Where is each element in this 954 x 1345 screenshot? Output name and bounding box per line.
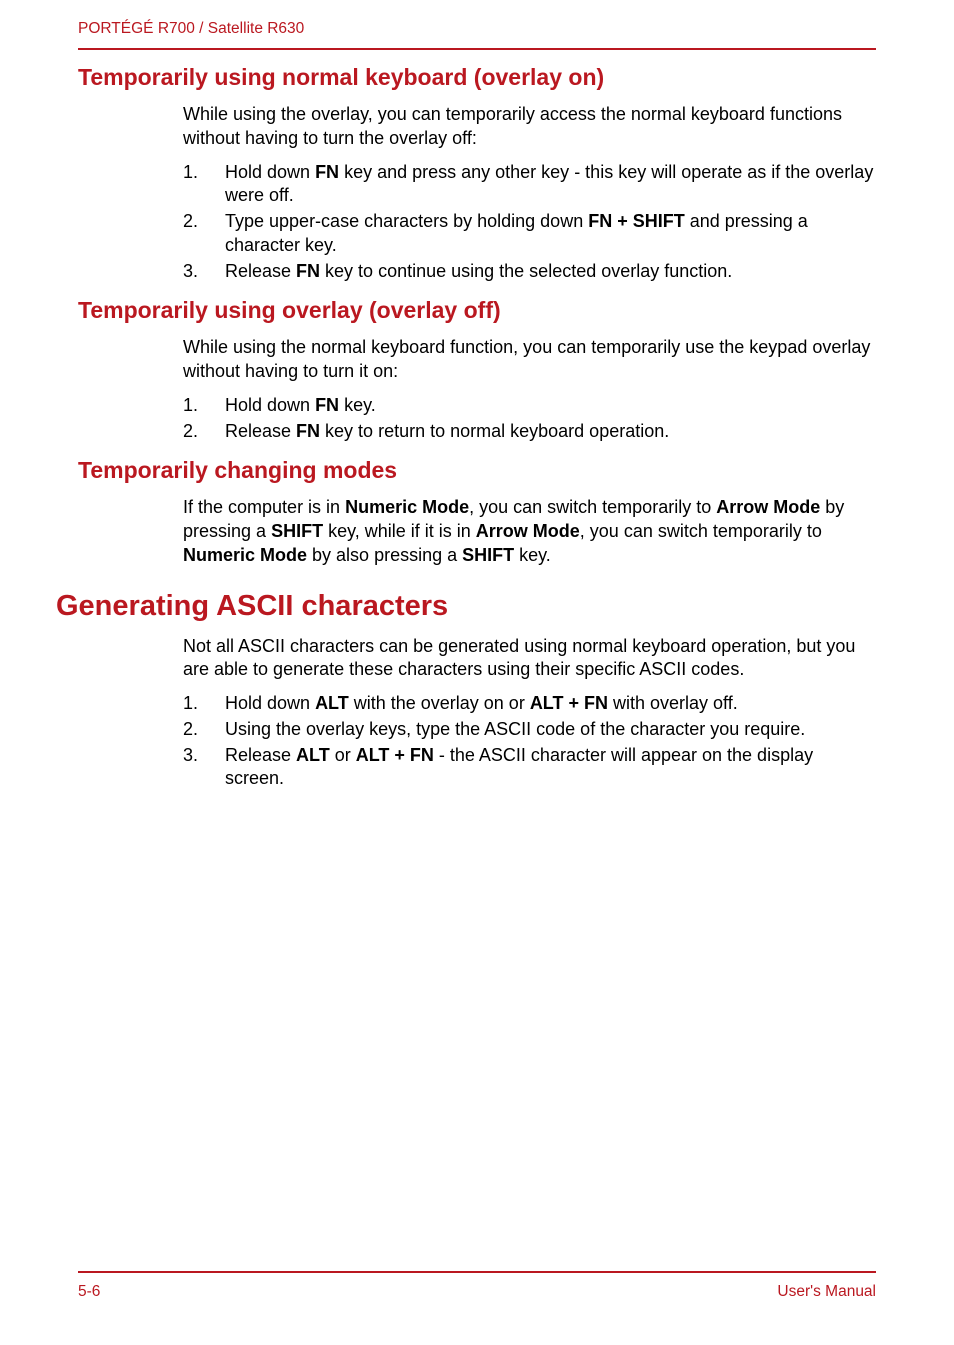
step-item: 1.Hold down FN key and press any other k… xyxy=(183,161,876,209)
bold-text: FN xyxy=(296,261,320,281)
bold-text: ALT xyxy=(296,745,330,765)
step-list: 1.Hold down ALT with the overlay on or A… xyxy=(183,692,876,791)
footer-manual-label: User's Manual xyxy=(777,1283,876,1301)
page-content: Temporarily using normal keyboard (overl… xyxy=(78,64,876,791)
step-number: 1. xyxy=(183,394,198,418)
step-number: 3. xyxy=(183,260,198,284)
step-number: 2. xyxy=(183,210,198,234)
section-heading: Temporarily using overlay (overlay off) xyxy=(78,297,876,324)
step-number: 3. xyxy=(183,744,198,768)
page-footer: 5-6 User's Manual xyxy=(78,1271,876,1301)
section-intro: While using the overlay, you can tempora… xyxy=(183,103,876,151)
page-header: PORTÉGÉ R700 / Satellite R630 xyxy=(78,20,876,50)
bold-text: Arrow Mode xyxy=(716,497,820,517)
step-item: 3.Release ALT or ALT + FN - the ASCII ch… xyxy=(183,744,876,792)
header-title: PORTÉGÉ R700 / Satellite R630 xyxy=(78,20,304,37)
bold-text: SHIFT xyxy=(462,545,514,565)
section-heading: Temporarily using normal keyboard (overl… xyxy=(78,64,876,91)
bold-text: Numeric Mode xyxy=(345,497,469,517)
bold-text: ALT + FN xyxy=(356,745,434,765)
step-item: 2.Release FN key to return to normal key… xyxy=(183,420,876,444)
section-body: If the computer is in Numeric Mode, you … xyxy=(78,496,876,567)
section-paragraph: If the computer is in Numeric Mode, you … xyxy=(183,496,876,567)
step-number: 1. xyxy=(183,692,198,716)
section-intro: While using the normal keyboard function… xyxy=(183,336,876,384)
section-intro: Not all ASCII characters can be generate… xyxy=(183,635,876,683)
bold-text: ALT xyxy=(315,693,349,713)
bold-text: FN xyxy=(315,395,339,415)
step-item: 2.Using the overlay keys, type the ASCII… xyxy=(183,718,876,742)
step-number: 2. xyxy=(183,718,198,742)
section-body: Not all ASCII characters can be generate… xyxy=(78,635,876,792)
section-body: While using the overlay, you can tempora… xyxy=(78,103,876,283)
footer-page-number: 5-6 xyxy=(78,1283,100,1301)
bold-text: SHIFT xyxy=(271,521,323,541)
step-number: 2. xyxy=(183,420,198,444)
section-body: While using the normal keyboard function… xyxy=(78,336,876,443)
step-item: 1.Hold down FN key. xyxy=(183,394,876,418)
step-number: 1. xyxy=(183,161,198,185)
bold-text: FN + SHIFT xyxy=(588,211,685,231)
bold-text: ALT + FN xyxy=(530,693,608,713)
step-list: 1.Hold down FN key and press any other k… xyxy=(183,161,876,284)
section-heading: Generating ASCII characters xyxy=(56,590,876,623)
step-list: 1.Hold down FN key.2.Release FN key to r… xyxy=(183,394,876,444)
section-heading: Temporarily changing modes xyxy=(78,457,876,484)
bold-text: Numeric Mode xyxy=(183,545,307,565)
step-item: 2.Type upper-case characters by holding … xyxy=(183,210,876,258)
step-item: 1.Hold down ALT with the overlay on or A… xyxy=(183,692,876,716)
step-item: 3.Release FN key to continue using the s… xyxy=(183,260,876,284)
bold-text: FN xyxy=(315,162,339,182)
bold-text: Arrow Mode xyxy=(476,521,580,541)
bold-text: FN xyxy=(296,421,320,441)
